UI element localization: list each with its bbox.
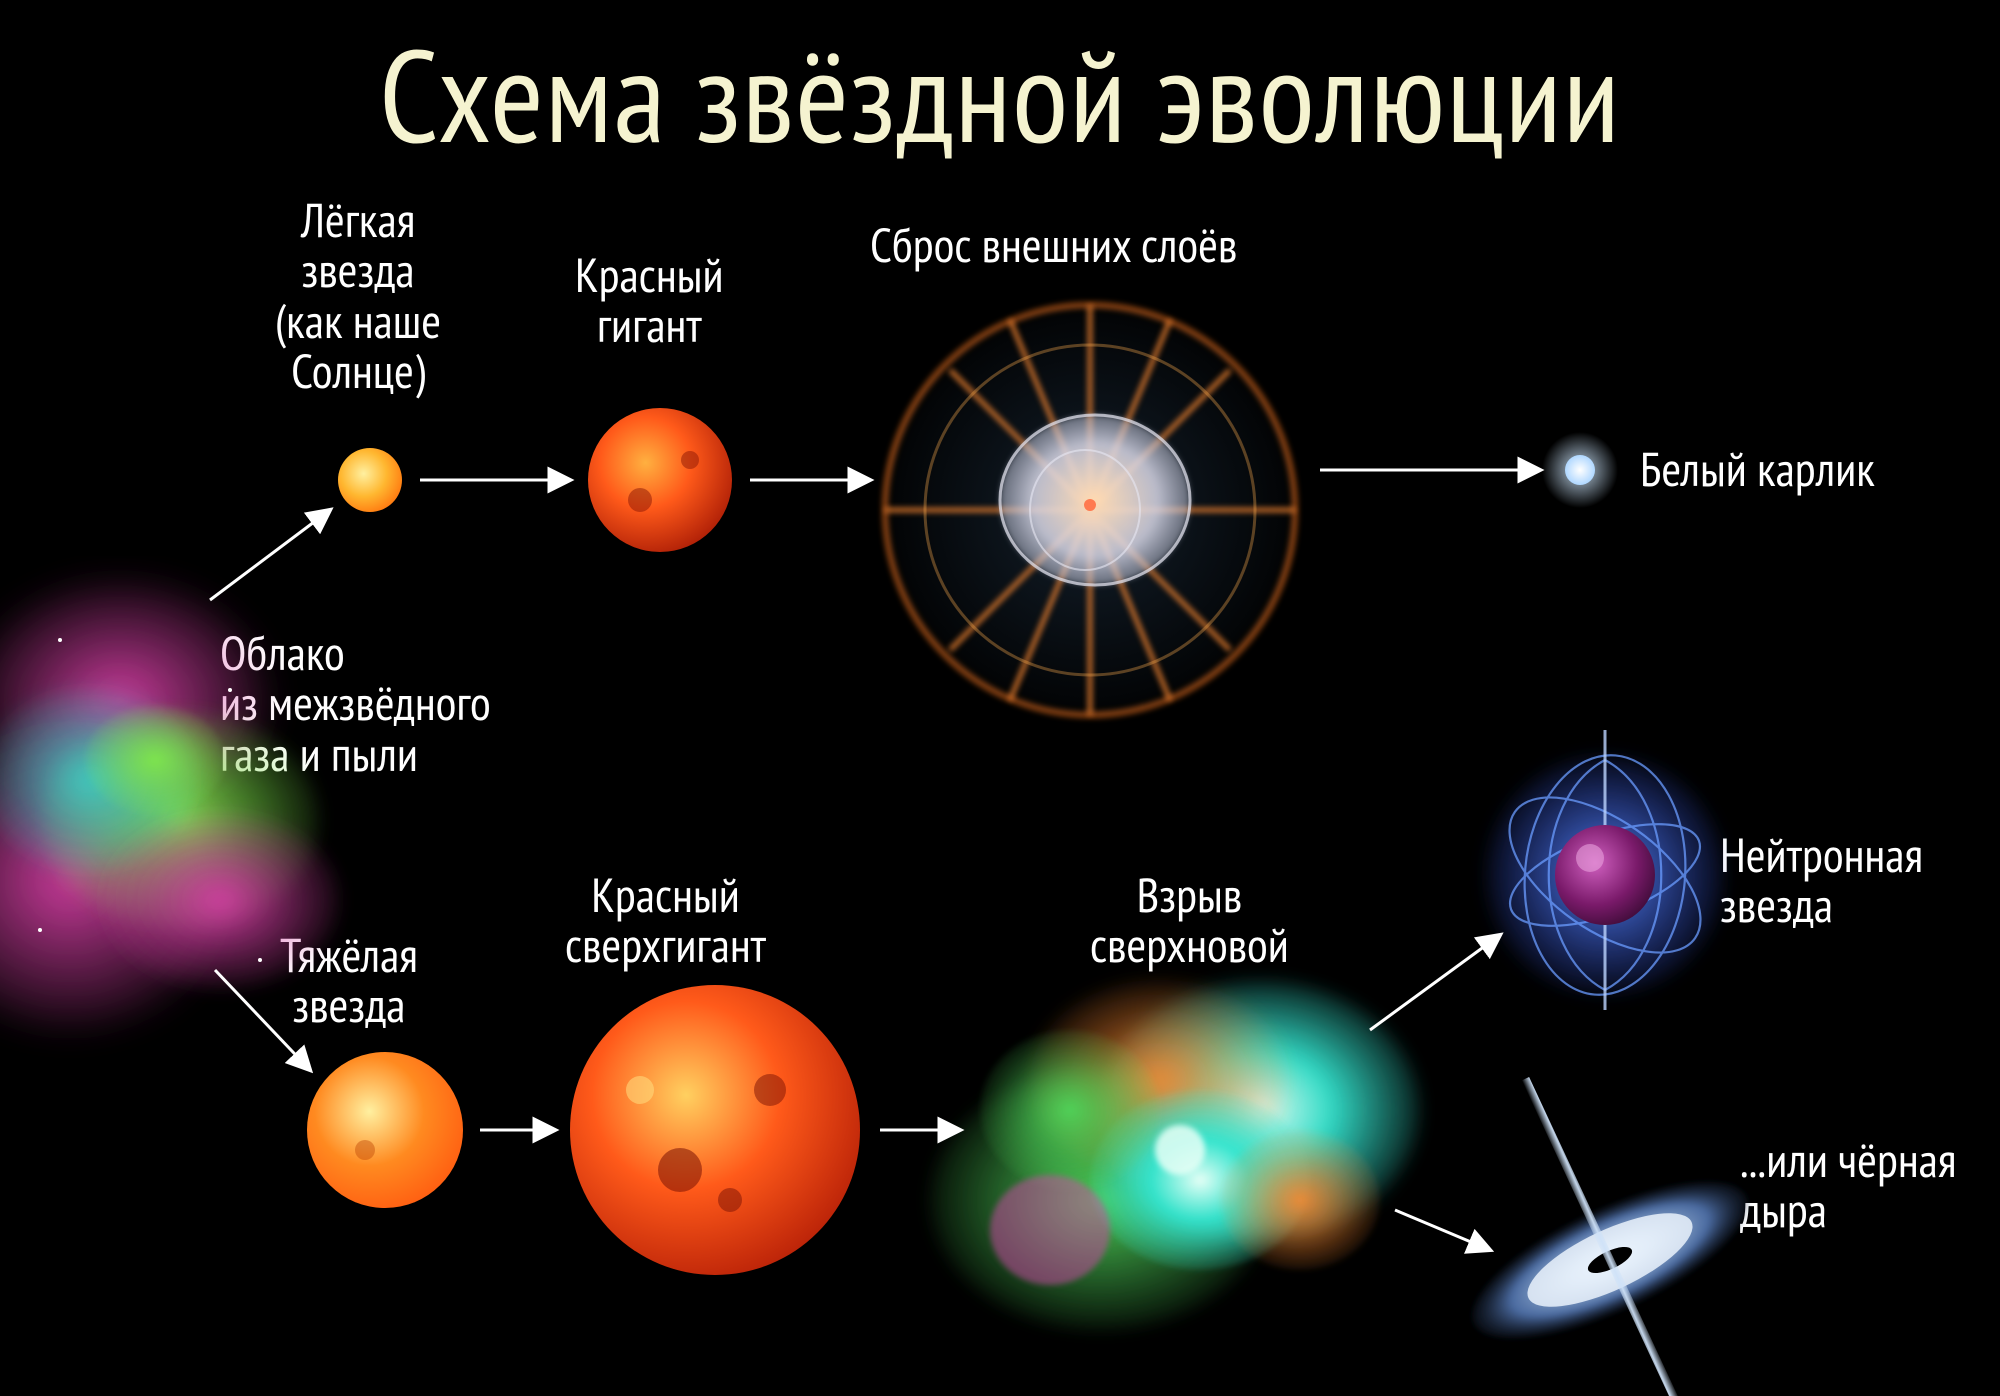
label-heavy-star: Тяжёлая звезда (280, 930, 418, 1031)
arrows-layer (210, 470, 1540, 1250)
label-white-dwarf: Белый карлик (1640, 444, 1875, 494)
light-star-icon (338, 448, 402, 512)
label-black-hole: ...или чёрная дыра (1740, 1135, 1956, 1236)
neutron-star-icon (1483, 730, 1726, 1010)
label-red-giant: Красный гигант (575, 250, 724, 351)
label-light-star: Лёгкая звезда (как наше Солнце) (275, 195, 441, 397)
planetary-nebula-icon (885, 305, 1295, 715)
label-neutron-star: Нейтронная звезда (1720, 830, 1923, 931)
red-supergiant-icon (570, 985, 860, 1275)
red-giant-icon (588, 408, 732, 552)
label-planetary-nebula: Сброс внешних слоёв (870, 220, 1237, 270)
supernova-icon (930, 980, 1420, 1330)
arrow-supernova-to-neutron_star (1370, 935, 1500, 1030)
label-nebula: Облако из межзвёдного газа и пыли (220, 628, 491, 779)
arrow-nebula-to-light_star (210, 510, 330, 600)
label-supernova: Взрыв сверхновой (1090, 870, 1289, 971)
arrow-supernova-to-black_hole (1395, 1210, 1490, 1250)
diagram-title: Схема звёздной эволюции (0, 10, 2000, 178)
label-red-supergiant: Красный сверхгигант (565, 870, 766, 971)
heavy-star-icon (307, 1052, 463, 1208)
white-dwarf-icon (1542, 432, 1618, 508)
diagram-stage: Схема звёздной эволюции Облако из межзвё… (0, 0, 2000, 1396)
